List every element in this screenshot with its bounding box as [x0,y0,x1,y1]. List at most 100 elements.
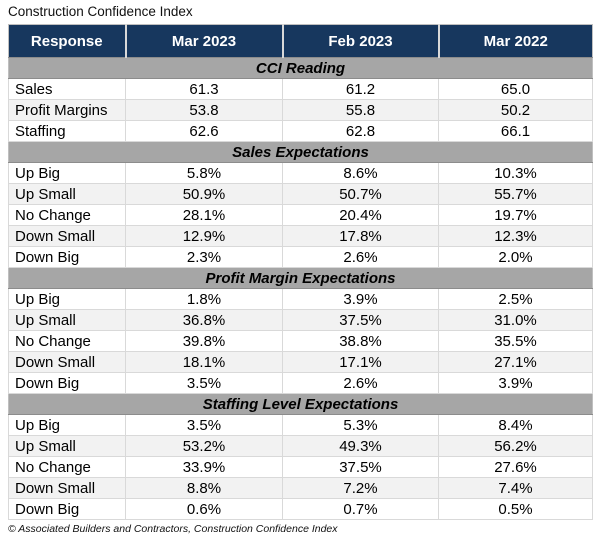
table-row: Profit Margins 53.8 55.8 50.2 [8,99,593,121]
value-cell: 5.8% [125,162,283,184]
value-cell: 39.8% [125,330,283,352]
value-cell: 3.5% [125,414,283,436]
value-cell: 0.5% [438,498,593,520]
response-label: Up Big [8,288,126,310]
value-cell: 61.2 [282,78,439,100]
value-cell: 37.5% [282,456,439,478]
response-label: Down Small [8,225,126,247]
table-body: CCI Reading Sales 61.3 61.2 65.0 Profit Margi… [8,57,593,520]
value-cell: 12.9% [125,225,283,247]
table-row: Down Big 0.6% 0.7% 0.5% [8,498,593,520]
response-label: Sales [8,78,126,100]
response-label: No Change [8,456,126,478]
value-cell: 27.1% [438,351,593,373]
response-label: Up Small [8,435,126,457]
value-cell: 5.3% [282,414,439,436]
table-header-row: Response Mar 2023 Feb 2023 Mar 2022 [8,24,593,58]
table-row: Down Big 3.5% 2.6% 3.9% [8,372,593,394]
value-cell: 66.1 [438,120,593,142]
table-row: Up Big 5.8% 8.6% 10.3% [8,162,593,184]
value-cell: 56.2% [438,435,593,457]
response-label: Up Small [8,309,126,331]
value-cell: 0.7% [282,498,439,520]
value-cell: 62.6 [125,120,283,142]
response-label: No Change [8,204,126,226]
value-cell: 65.0 [438,78,593,100]
table-row: Up Small 53.2% 49.3% 56.2% [8,435,593,457]
value-cell: 18.1% [125,351,283,373]
response-label: Profit Margins [8,99,126,121]
section-header-label: Staffing Level Expectations [8,393,593,415]
value-cell: 61.3 [125,78,283,100]
source-attribution: © Associated Builders and Contractors, C… [8,523,338,535]
section-header-label: CCI Reading [8,57,593,79]
value-cell: 10.3% [438,162,593,184]
response-label: Up Small [8,183,126,205]
value-cell: 50.2 [438,99,593,121]
table-row: Up Big 1.8% 3.9% 2.5% [8,288,593,310]
value-cell: 2.5% [438,288,593,310]
value-cell: 8.6% [282,162,439,184]
table-row: No Change 33.9% 37.5% 27.6% [8,456,593,478]
value-cell: 36.8% [125,309,283,331]
value-cell: 12.3% [438,225,593,247]
value-cell: 2.6% [282,372,439,394]
value-cell: 50.9% [125,183,283,205]
table-row: No Change 28.1% 20.4% 19.7% [8,204,593,226]
value-cell: 0.6% [125,498,283,520]
section-header-label: Profit Margin Expectations [8,267,593,289]
value-cell: 2.6% [282,246,439,268]
section-header-row: Profit Margin Expectations [8,267,593,289]
table-row: Down Small 18.1% 17.1% 27.1% [8,351,593,373]
table-row: Up Big 3.5% 5.3% 8.4% [8,414,593,436]
value-cell: 17.8% [282,225,439,247]
value-cell: 19.7% [438,204,593,226]
response-label: Down Small [8,477,126,499]
value-cell: 38.8% [282,330,439,352]
table-row: Sales 61.3 61.2 65.0 [8,78,593,100]
table-row: Up Small 36.8% 37.5% 31.0% [8,309,593,331]
value-cell: 50.7% [282,183,439,205]
value-cell: 53.8 [125,99,283,121]
response-label: Down Big [8,246,126,268]
column-header-feb-2023: Feb 2023 [281,24,439,58]
response-label: Staffing [8,120,126,142]
value-cell: 31.0% [438,309,593,331]
column-header-mar-2023: Mar 2023 [124,24,283,58]
table-row: Up Small 50.9% 50.7% 55.7% [8,183,593,205]
value-cell: 1.8% [125,288,283,310]
value-cell: 28.1% [125,204,283,226]
value-cell: 62.8 [282,120,439,142]
table-row: Down Big 2.3% 2.6% 2.0% [8,246,593,268]
value-cell: 17.1% [282,351,439,373]
value-cell: 49.3% [282,435,439,457]
cci-table: Response Mar 2023 Feb 2023 Mar 2022 CCI … [8,24,593,520]
table-row: Down Small 8.8% 7.2% 7.4% [8,477,593,499]
column-header-mar-2022: Mar 2022 [437,24,593,58]
value-cell: 2.0% [438,246,593,268]
value-cell: 7.4% [438,477,593,499]
table-row: No Change 39.8% 38.8% 35.5% [8,330,593,352]
value-cell: 37.5% [282,309,439,331]
value-cell: 35.5% [438,330,593,352]
section-header-row: Staffing Level Expectations [8,393,593,415]
value-cell: 27.6% [438,456,593,478]
table-row: Down Small 12.9% 17.8% 12.3% [8,225,593,247]
value-cell: 7.2% [282,477,439,499]
response-label: Down Small [8,351,126,373]
value-cell: 20.4% [282,204,439,226]
table-row: Staffing 62.6 62.8 66.1 [8,120,593,142]
page-title: Construction Confidence Index [8,4,193,19]
value-cell: 33.9% [125,456,283,478]
value-cell: 8.4% [438,414,593,436]
response-label: Up Big [8,162,126,184]
response-label: Down Big [8,372,126,394]
value-cell: 2.3% [125,246,283,268]
value-cell: 3.5% [125,372,283,394]
value-cell: 53.2% [125,435,283,457]
section-header-row: CCI Reading [8,57,593,79]
section-header-label: Sales Expectations [8,141,593,163]
value-cell: 55.8 [282,99,439,121]
value-cell: 3.9% [282,288,439,310]
